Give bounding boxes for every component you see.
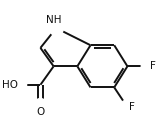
Text: O: O (36, 107, 45, 117)
Text: F: F (129, 102, 135, 112)
Text: NH: NH (46, 15, 61, 25)
Circle shape (49, 21, 64, 35)
Text: HO: HO (2, 80, 18, 90)
Circle shape (120, 100, 135, 114)
Circle shape (12, 77, 27, 92)
Text: F: F (150, 61, 156, 71)
Circle shape (33, 99, 48, 113)
Circle shape (141, 59, 156, 74)
